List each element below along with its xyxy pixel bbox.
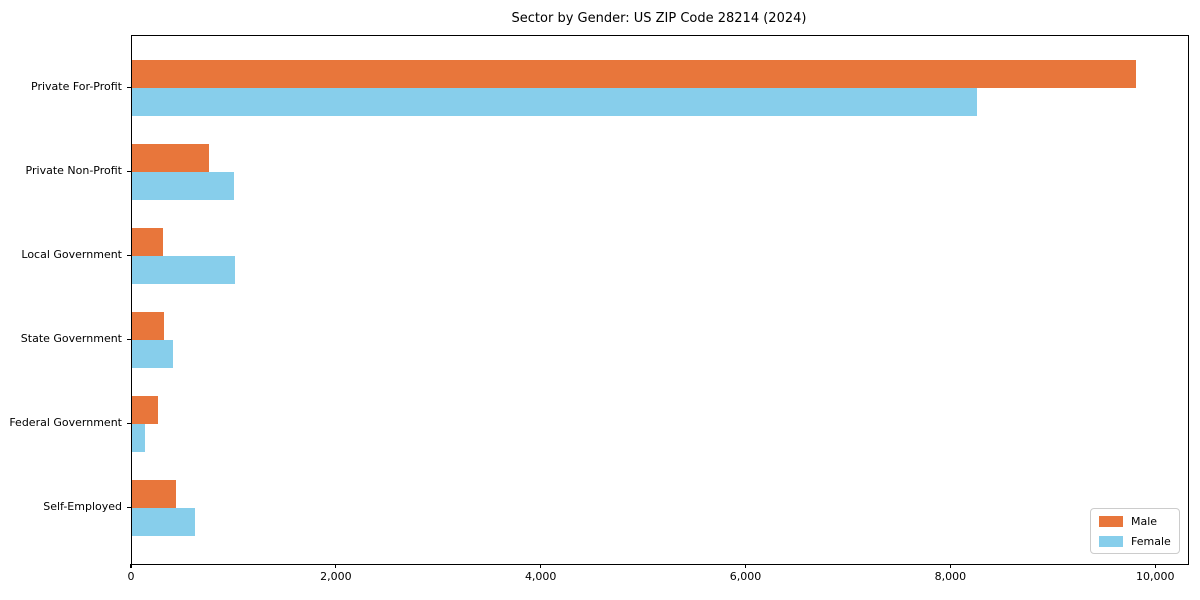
bar-male-self-employed xyxy=(132,480,176,508)
bar-female-private-non-profit xyxy=(132,172,235,200)
bar-female-private-for-profit xyxy=(132,88,977,116)
ytick-label-self-employed: Self-Employed xyxy=(43,500,122,513)
xtick-label-6000: 6,000 xyxy=(729,570,762,583)
xtick-mark xyxy=(540,564,542,568)
ytick-label-state-government: State Government xyxy=(20,332,122,345)
bar-female-self-employed xyxy=(132,508,195,536)
ytick-label-federal-government: Federal Government xyxy=(9,416,122,429)
bar-male-local-government xyxy=(132,228,163,256)
bar-female-state-government xyxy=(132,340,173,368)
ytick-mark xyxy=(127,423,131,425)
xtick-label-2000: 2,000 xyxy=(320,570,352,583)
ytick-mark xyxy=(127,507,131,509)
bar-male-private-for-profit xyxy=(132,60,1136,88)
bar-female-federal-government xyxy=(132,424,145,452)
ytick-label-private-non-profit: Private Non-Profit xyxy=(25,164,122,177)
xtick-label-4000: 4,000 xyxy=(524,570,557,583)
xtick-label-0: 0 xyxy=(127,570,135,583)
ytick-mark xyxy=(127,171,131,173)
xtick-label-10000: 10,000 xyxy=(1135,570,1175,583)
xtick-mark xyxy=(130,564,132,568)
legend-label-female: Female xyxy=(1131,535,1171,548)
xtick-mark xyxy=(744,564,747,568)
legend-item-female: Female xyxy=(1099,535,1171,548)
ytick-label-local-government: Local Government xyxy=(21,248,122,261)
bar-female-local-government xyxy=(132,256,236,284)
ytick-mark xyxy=(127,255,131,257)
ytick-mark xyxy=(127,87,131,89)
bar-male-private-non-profit xyxy=(132,144,209,172)
legend-item-male: Male xyxy=(1099,515,1171,528)
plot-area xyxy=(131,35,1189,565)
legend-swatch-male xyxy=(1099,516,1123,527)
legend: Male Female xyxy=(1090,508,1180,554)
bar-male-federal-government xyxy=(132,396,158,424)
xtick-mark xyxy=(1154,564,1156,568)
legend-label-male: Male xyxy=(1131,515,1158,528)
legend-swatch-female xyxy=(1099,536,1123,547)
xtick-mark xyxy=(335,564,337,568)
xtick-mark xyxy=(949,564,951,568)
ytick-label-private-for-profit: Private For-Profit xyxy=(31,80,122,93)
bar-male-state-government xyxy=(132,312,164,340)
xtick-label-8000: 8,000 xyxy=(934,570,967,583)
ytick-mark xyxy=(127,339,131,341)
chart-title: Sector by Gender: US ZIP Code 28214 (202… xyxy=(511,11,807,26)
